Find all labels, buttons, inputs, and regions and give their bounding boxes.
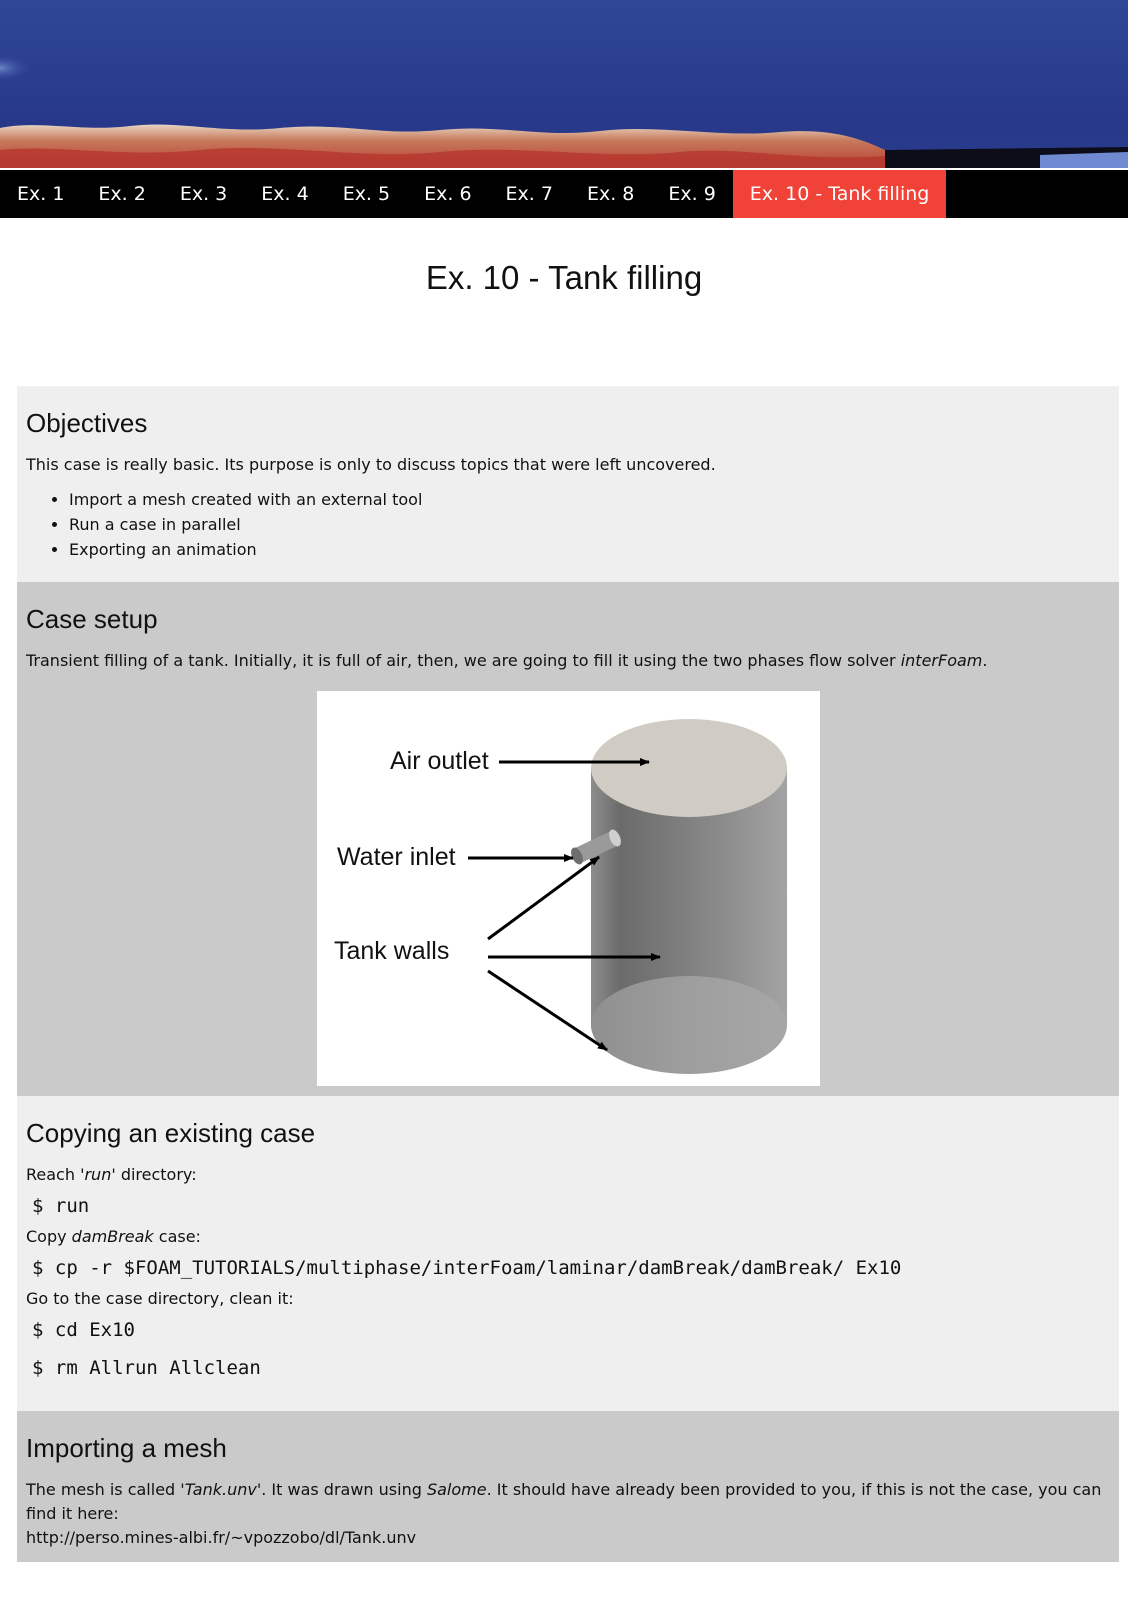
nav-tab-ex3[interactable]: Ex. 3 bbox=[179, 183, 228, 205]
case-setup-text-end: . bbox=[982, 651, 988, 670]
step-copy-case: Copy damBreak case: bbox=[26, 1225, 1110, 1249]
tank-top bbox=[590, 719, 787, 817]
step-text: case: bbox=[153, 1227, 201, 1246]
step-text: Copy bbox=[26, 1227, 72, 1246]
nav-tab-ex7[interactable]: Ex. 7 bbox=[505, 183, 553, 205]
nav-tab-ex6[interactable]: Ex. 6 bbox=[424, 183, 472, 205]
exercise-nav: Ex. 1 Ex. 2 Ex. 3 Ex. 4 Ex. 5 Ex. 6 Ex. … bbox=[0, 170, 1128, 218]
case-setup-text: Transient filling of a tank. Initially, … bbox=[26, 649, 1110, 673]
tank-walls-label: Tank walls bbox=[334, 937, 449, 965]
mesh-download-link[interactable]: http://perso.mines-albi.fr/~vpozzobo/dl/… bbox=[26, 1528, 417, 1547]
tank-diagram: Air outlet Water inlet Tank walls bbox=[316, 691, 820, 1086]
nav-tab-ex2[interactable]: Ex. 2 bbox=[98, 183, 146, 205]
nav-tab-ex4[interactable]: Ex. 4 bbox=[261, 183, 309, 205]
nav-tab-ex8[interactable]: Ex. 8 bbox=[586, 183, 635, 205]
air-outlet-label: Air outlet bbox=[390, 747, 489, 775]
importing-text-part: . It should have already been provided t… bbox=[26, 1480, 1102, 1523]
nav-tab-ex5[interactable]: Ex. 5 bbox=[342, 183, 391, 205]
importing-text: The mesh is called 'Tank.unv'. It was dr… bbox=[26, 1478, 1110, 1526]
mesh-filename: Tank.unv bbox=[184, 1480, 257, 1499]
command-cd: $ cd Ex10 bbox=[32, 1319, 135, 1341]
list-item: Import a mesh created with an external t… bbox=[69, 487, 1110, 512]
title-spacer bbox=[0, 298, 1128, 386]
step-reach-run: Reach 'run' directory: bbox=[26, 1163, 1110, 1187]
command-copy: $ cp -r $FOAM_TUTORIALS/multiphase/inter… bbox=[32, 1257, 902, 1279]
case-setup-text-start: Transient filling of a tank. Initially, … bbox=[26, 651, 901, 670]
list-item: Exporting an animation bbox=[69, 537, 1110, 562]
command-run: $ run bbox=[32, 1195, 90, 1217]
water-inlet-label: Water inlet bbox=[337, 843, 456, 871]
copying-section: Copying an existing case Reach 'run' dir… bbox=[17, 1096, 1119, 1411]
importing-heading: Importing a mesh bbox=[26, 1433, 227, 1463]
command-rm: $ rm Allrun Allclean bbox=[32, 1357, 261, 1379]
nav-tab-ex10-active[interactable]: Ex. 10 - Tank filling bbox=[732, 170, 947, 218]
nav-tab-ex9[interactable]: Ex. 9 bbox=[668, 183, 716, 205]
objectives-section: Objectives This case is really basic. It… bbox=[17, 386, 1119, 582]
solver-name: interFoam bbox=[900, 651, 983, 670]
inlet-pipe bbox=[570, 829, 621, 865]
salome-keyword: Salome bbox=[426, 1480, 487, 1499]
run-keyword: run bbox=[84, 1165, 112, 1184]
importing-text-part: The mesh is called ' bbox=[26, 1480, 185, 1499]
tank-walls-arrow-upper bbox=[486, 855, 600, 941]
tank-bottom bbox=[590, 976, 787, 1074]
importing-text-part: '. It was drawn using bbox=[256, 1480, 427, 1499]
step-cd-clean: Go to the case directory, clean it: bbox=[26, 1289, 294, 1308]
nav-tab-ex1[interactable]: Ex. 1 bbox=[17, 183, 65, 205]
header-banner-image bbox=[0, 0, 1128, 170]
page-title: Ex. 10 - Tank filling bbox=[425, 259, 703, 296]
case-setup-section: Case setup Transient filling of a tank. … bbox=[17, 582, 1119, 1096]
case-setup-heading: Case setup bbox=[26, 604, 158, 634]
objectives-list: Import a mesh created with an external t… bbox=[26, 487, 1110, 562]
objectives-heading: Objectives bbox=[26, 408, 148, 438]
step-text: Reach ' bbox=[26, 1165, 85, 1184]
objectives-intro: This case is really basic. Its purpose i… bbox=[26, 455, 716, 474]
list-item: Run a case in parallel bbox=[69, 512, 1110, 537]
dambreak-keyword: damBreak bbox=[71, 1227, 154, 1246]
importing-section: Importing a mesh The mesh is called 'Tan… bbox=[17, 1411, 1119, 1562]
step-text: ' directory: bbox=[111, 1165, 197, 1184]
copying-heading: Copying an existing case bbox=[26, 1118, 316, 1148]
tank-walls-arrow-lower bbox=[486, 969, 608, 1052]
